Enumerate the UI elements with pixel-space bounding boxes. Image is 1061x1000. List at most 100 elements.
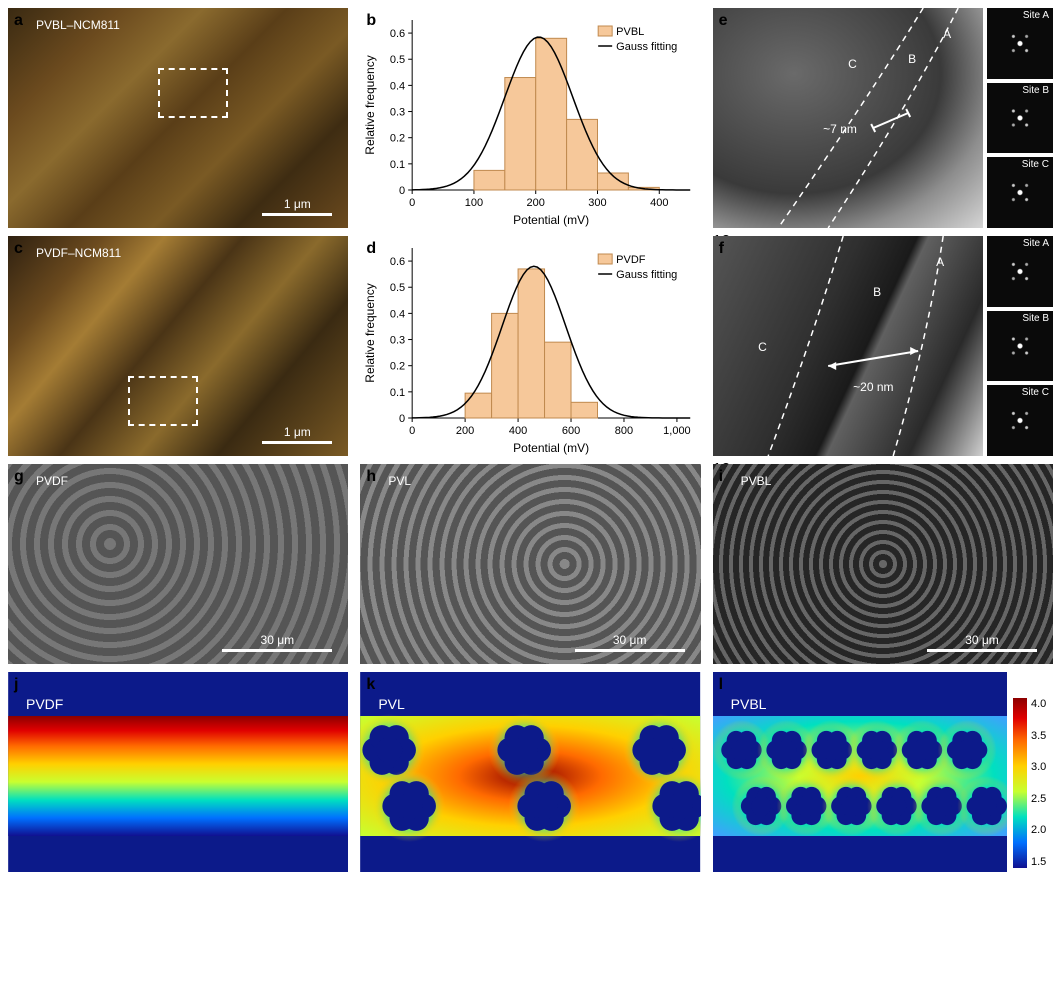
svg-text:Potential (mV): Potential (mV): [513, 441, 589, 455]
colorbar-tick: 1.5: [1031, 856, 1046, 868]
svg-text:A: A: [936, 255, 944, 269]
svg-text:PVBL: PVBL: [616, 26, 644, 38]
colorbar-tick: 2.0: [1031, 824, 1046, 836]
svg-text:0.5: 0.5: [390, 54, 405, 66]
fft-inset: Site A: [987, 236, 1053, 307]
svg-text:0.6: 0.6: [390, 28, 405, 40]
svg-text:1,000: 1,000: [663, 425, 691, 437]
colorbar: 4.03.53.02.52.01.5 Potential (V): [1013, 698, 1055, 868]
svg-text:A: A: [943, 27, 951, 41]
fft-inset: Site A: [987, 8, 1053, 79]
scalebar-i: 30 μm: [927, 633, 1037, 652]
panel-i: i PVBL 30 μm: [713, 464, 1053, 664]
colorbar-tick: 3.5: [1031, 730, 1046, 742]
micrograph-c: PVDF–NCM811 1 μm: [8, 236, 348, 456]
histogram-d: 00.10.20.30.40.50.602004006008001,000Pot…: [360, 236, 700, 456]
colorbar-ticks: 4.03.53.02.52.01.5: [1027, 698, 1046, 868]
fft-inset-label: Site B: [1022, 313, 1049, 324]
fft-inset: Site C: [987, 157, 1053, 228]
panel-k-label: k: [366, 676, 375, 694]
fft-inset-label: Site B: [1022, 85, 1049, 96]
panel-e: e A B C ~7 nm 10 nm Sit: [713, 8, 1053, 228]
panel-k-material-label: PVL: [378, 696, 404, 712]
svg-text:0: 0: [409, 425, 415, 437]
panel-g-label: g: [14, 468, 24, 486]
roi-box-c: [128, 376, 198, 426]
svg-text:0.2: 0.2: [390, 133, 405, 145]
svg-text:0: 0: [399, 413, 405, 425]
svg-text:0.6: 0.6: [390, 256, 405, 268]
scalebar-h-text: 30 μm: [613, 633, 647, 647]
panel-c: c PVDF–NCM811 1 μm: [8, 236, 348, 456]
panel-g-material-label: PVDF: [36, 474, 68, 488]
svg-text:Relative frequency: Relative frequency: [363, 55, 377, 154]
svg-text:100: 100: [465, 197, 483, 209]
scalebar-c-text: 1 μm: [284, 425, 311, 439]
sem-h: PVL 30 μm: [360, 464, 700, 664]
tem-e-dim: ~7 nm: [823, 122, 857, 136]
panel-d: d 00.10.20.30.40.50.602004006008001,000P…: [360, 236, 700, 456]
panel-k: k PVL: [360, 672, 700, 872]
sim-k-svg: [360, 672, 700, 872]
figure-grid: a PVBL–NCM811 1 μm b 00.10.20.30.40.50.6…: [0, 0, 1061, 880]
tem-e-insets: Site A Site B Site C: [987, 8, 1053, 228]
svg-text:200: 200: [456, 425, 474, 437]
scalebar-a-bar: [262, 213, 332, 216]
svg-text:PVDF: PVDF: [616, 254, 646, 266]
svg-text:Gauss fitting: Gauss fitting: [616, 269, 677, 281]
panel-i-label: i: [719, 468, 723, 486]
panel-a-material-label: PVBL–NCM811: [36, 18, 120, 32]
panel-h: h PVL 30 μm: [360, 464, 700, 664]
panel-i-material-label: PVBL: [741, 474, 772, 488]
tem-e-wrap: A B C ~7 nm 10 nm Site A Site B Site C: [713, 8, 1053, 228]
scalebar-g: 30 μm: [222, 633, 332, 652]
panel-d-label: d: [366, 240, 376, 258]
histogram-b: 00.10.20.30.40.50.60100200300400Potentia…: [360, 8, 700, 228]
fft-inset: Site B: [987, 83, 1053, 154]
svg-text:300: 300: [589, 197, 607, 209]
roi-box-a: [158, 68, 228, 118]
svg-text:400: 400: [509, 425, 527, 437]
scalebar-i-bar: [927, 649, 1037, 652]
panel-f-label: f: [719, 240, 724, 258]
svg-text:0.2: 0.2: [390, 361, 405, 373]
scalebar-a: 1 μm: [262, 197, 332, 216]
svg-text:0: 0: [399, 185, 405, 197]
micrograph-a: PVBL–NCM811 1 μm: [8, 8, 348, 228]
sem-i: PVBL 30 μm: [713, 464, 1053, 664]
panel-b-label: b: [366, 12, 376, 30]
scalebar-c: 1 μm: [262, 425, 332, 444]
scalebar-h: 30 μm: [575, 633, 685, 652]
panel-e-label: e: [719, 12, 728, 30]
svg-text:0: 0: [409, 197, 415, 209]
scalebar-i-text: 30 μm: [965, 633, 999, 647]
svg-text:400: 400: [650, 197, 668, 209]
svg-text:0.1: 0.1: [390, 387, 405, 399]
scalebar-h-bar: [575, 649, 685, 652]
panel-b: b 00.10.20.30.40.50.60100200300400Potent…: [360, 8, 700, 228]
fft-inset-label: Site A: [1023, 10, 1049, 21]
svg-text:0.4: 0.4: [390, 80, 405, 92]
scalebar-g-text: 30 μm: [261, 633, 295, 647]
panel-j-material-label: PVDF: [26, 696, 63, 712]
svg-text:C: C: [848, 57, 857, 71]
colorbar-tick: 3.0: [1031, 761, 1046, 773]
panel-a: a PVBL–NCM811 1 μm: [8, 8, 348, 228]
panel-l-material-label: PVBL: [731, 696, 767, 712]
scalebar-g-bar: [222, 649, 332, 652]
panel-h-material-label: PVL: [388, 474, 411, 488]
panel-l-label: l: [719, 676, 723, 694]
tem-e-overlay: A B C ~7 nm: [713, 8, 983, 228]
panel-f: f A B C ~20 nm 10 nm Si: [713, 236, 1053, 456]
svg-text:800: 800: [615, 425, 633, 437]
svg-text:Gauss fitting: Gauss fitting: [616, 41, 677, 53]
panel-j-label: j: [14, 676, 18, 694]
scalebar-c-bar: [262, 441, 332, 444]
svg-text:Potential (mV): Potential (mV): [513, 213, 589, 227]
svg-text:0.5: 0.5: [390, 282, 405, 294]
colorbar-tick: 4.0: [1031, 698, 1046, 710]
tem-f-main: A B C ~20 nm 10 nm: [713, 236, 983, 456]
svg-text:600: 600: [562, 425, 580, 437]
tem-e-main: A B C ~7 nm 10 nm: [713, 8, 983, 228]
sem-g: PVDF 30 μm: [8, 464, 348, 664]
